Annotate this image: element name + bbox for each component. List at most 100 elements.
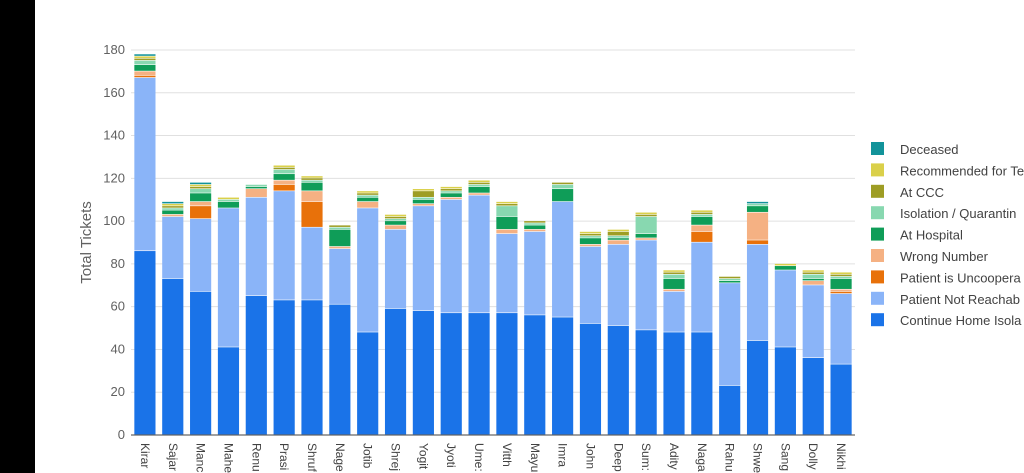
- bar-segment[interactable]: [830, 293, 852, 364]
- bar-segment[interactable]: [746, 244, 769, 341]
- bar-segment[interactable]: [691, 214, 713, 217]
- bar-segment[interactable]: [217, 199, 240, 202]
- bar-segment[interactable]: [134, 60, 156, 65]
- bar-segment[interactable]: [273, 191, 295, 300]
- bar-segment[interactable]: [802, 278, 824, 281]
- bar-segment[interactable]: [134, 75, 156, 78]
- bar-segment[interactable]: [384, 229, 407, 309]
- legend-swatch[interactable]: [871, 142, 884, 155]
- bar-segment[interactable]: [162, 210, 184, 215]
- bar-segment[interactable]: [663, 332, 685, 435]
- bar-segment[interactable]: [357, 195, 379, 197]
- bar-segment[interactable]: [134, 58, 156, 61]
- bar-segment[interactable]: [691, 210, 713, 212]
- bar-segment[interactable]: [746, 206, 769, 212]
- bar-segment[interactable]: [162, 216, 184, 279]
- bar-segment[interactable]: [468, 184, 490, 187]
- bar-segment[interactable]: [301, 300, 323, 435]
- bar-segment[interactable]: [746, 340, 769, 435]
- legend-label[interactable]: At CCC: [900, 185, 944, 200]
- bar-segment[interactable]: [635, 212, 657, 215]
- bar-segment[interactable]: [579, 323, 602, 435]
- bar-segment[interactable]: [440, 186, 462, 189]
- bar-segment[interactable]: [579, 238, 602, 245]
- bar-segment[interactable]: [468, 180, 490, 183]
- bar-segment[interactable]: [440, 191, 462, 193]
- legend-label[interactable]: At Hospital: [900, 228, 963, 243]
- bar-segment[interactable]: [440, 313, 462, 435]
- legend-swatch[interactable]: [871, 291, 884, 305]
- bar-segment[interactable]: [691, 242, 713, 332]
- bar-segment[interactable]: [719, 276, 741, 279]
- bar-segment[interactable]: [162, 206, 184, 208]
- legend-swatch[interactable]: [871, 270, 884, 284]
- bar-segment[interactable]: [190, 189, 212, 193]
- bar-segment[interactable]: [273, 169, 295, 174]
- bar-segment[interactable]: [579, 233, 602, 236]
- bar-segment[interactable]: [468, 195, 490, 313]
- bar-segment[interactable]: [524, 231, 546, 315]
- bar-segment[interactable]: [357, 208, 379, 332]
- bar-segment[interactable]: [190, 291, 212, 435]
- legend-swatch[interactable]: [871, 313, 884, 327]
- bar-segment[interactable]: [663, 291, 685, 332]
- bar-segment[interactable]: [635, 214, 657, 217]
- bar-segment[interactable]: [384, 218, 407, 221]
- legend-swatch[interactable]: [871, 206, 884, 220]
- bar-segment[interactable]: [190, 201, 212, 206]
- bar-segment[interactable]: [329, 304, 351, 435]
- bar-segment[interactable]: [802, 272, 824, 274]
- bar-segment[interactable]: [134, 54, 156, 56]
- bar-segment[interactable]: [245, 186, 267, 189]
- bar-segment[interactable]: [774, 347, 796, 435]
- bar-segment[interactable]: [162, 214, 184, 217]
- bar-segment[interactable]: [663, 272, 685, 274]
- bar-segment[interactable]: [774, 263, 796, 266]
- bar-segment[interactable]: [830, 291, 852, 294]
- bar-segment[interactable]: [635, 216, 657, 234]
- legend-label[interactable]: Isolation / Quarantin: [900, 206, 1016, 221]
- bar-segment[interactable]: [440, 197, 462, 200]
- bar-segment[interactable]: [273, 174, 295, 180]
- legend[interactable]: Deceased Recommended for Te At CCC Isolatio…: [871, 142, 1024, 328]
- bar-segment[interactable]: [635, 330, 657, 435]
- bar-segment[interactable]: [357, 193, 379, 195]
- bar-segment[interactable]: [719, 283, 741, 386]
- bar-segment[interactable]: [524, 221, 546, 223]
- bar-segment[interactable]: [691, 231, 713, 242]
- bar-segment[interactable]: [273, 167, 295, 170]
- bar-segment[interactable]: [746, 204, 769, 206]
- bar-segment[interactable]: [329, 246, 351, 249]
- bar-segment[interactable]: [746, 240, 769, 245]
- legend-swatch[interactable]: [871, 249, 884, 262]
- legend-label[interactable]: Deceased: [900, 142, 959, 157]
- bar-segment[interactable]: [496, 233, 518, 313]
- bar-segment[interactable]: [691, 332, 713, 435]
- bar-segment[interactable]: [440, 199, 462, 313]
- bar-segment[interactable]: [496, 229, 518, 234]
- bar-segment[interactable]: [134, 56, 156, 58]
- legend-label[interactable]: Continue Home Isola: [900, 313, 1022, 328]
- bar-segment[interactable]: [329, 225, 351, 227]
- bar-segment[interactable]: [496, 216, 518, 230]
- bar-segment[interactable]: [273, 300, 295, 435]
- bar-segment[interactable]: [273, 184, 295, 191]
- bar-segment[interactable]: [607, 238, 629, 240]
- bar-segment[interactable]: [384, 214, 407, 217]
- legend-swatch[interactable]: [871, 163, 884, 177]
- bar-segment[interactable]: [412, 189, 434, 191]
- bar-segment[interactable]: [830, 289, 852, 292]
- bar-segment[interactable]: [384, 308, 407, 435]
- bar-segment[interactable]: [552, 189, 574, 202]
- bar-segment[interactable]: [301, 182, 323, 191]
- bar-segment[interactable]: [329, 248, 351, 304]
- bar-segment[interactable]: [691, 212, 713, 215]
- bar-segment[interactable]: [412, 206, 434, 311]
- bar-segment[interactable]: [245, 197, 267, 296]
- bar-segment[interactable]: [552, 317, 574, 435]
- bar-segment[interactable]: [134, 251, 156, 435]
- bar-segment[interactable]: [357, 191, 379, 193]
- bar-segment[interactable]: [496, 204, 518, 206]
- bar-segment[interactable]: [190, 182, 212, 185]
- bar-segment[interactable]: [134, 71, 156, 76]
